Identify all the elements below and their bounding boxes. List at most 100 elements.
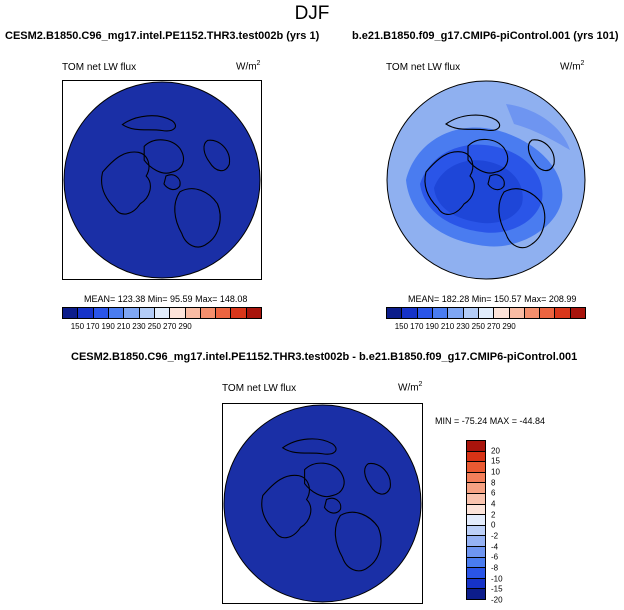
panel2-colorbar-segment (463, 308, 479, 318)
panel1-map (62, 80, 262, 280)
panel1-colorbar-segment (139, 308, 155, 318)
panel2-case-title: b.e21.B1850.f09_g17.CMIP6-piControl.001 … (352, 30, 619, 42)
diff-colorbar-tick-label: 2 (491, 510, 496, 520)
diff-colorbar-tick-label: 6 (491, 488, 496, 498)
panel1-coastline (174, 188, 221, 248)
panel1-variable-label: TOM net LW flux (62, 62, 137, 73)
panel2-stats: MEAN= 182.28 Min= 150.57 Max= 208.99 (408, 294, 577, 304)
panel1-colorbar-segment (108, 308, 125, 318)
diff-colorbar-tick-label: -8 (491, 563, 499, 573)
panel1-colorbar-segment (200, 308, 217, 318)
panel2-coastline (498, 188, 546, 249)
panel1-colorbar-segment (170, 308, 186, 318)
diff-colorbar-tick-label: -15 (491, 584, 503, 594)
diff-colorbar-segment (467, 525, 485, 537)
diff-colorbar (466, 440, 486, 600)
panel1-colorbar-tick-label: 170 (86, 322, 100, 331)
diff-coastline (261, 474, 312, 539)
panel1-colorbar-tick-label: 190 (101, 322, 115, 331)
panel1-colorbar-segment (231, 308, 247, 318)
panel1-colorbar-segment (185, 308, 201, 318)
panel1-coastline (101, 151, 151, 215)
panel1-coastline (163, 174, 181, 191)
panel2-colorbar-tick-label: 170 (410, 322, 424, 331)
panel2-variable-label: TOM net LW flux (386, 62, 461, 73)
panel1-colorbar-tick-label: 250 (147, 322, 161, 331)
panel2-coastline (467, 138, 509, 174)
diff-colorbar-tick-label: -6 (491, 552, 499, 562)
panel1-colorbar-segment (93, 308, 109, 318)
panel2-colorbar-segment (555, 308, 571, 318)
panel2-colorbar-tick-label: 150 (394, 322, 409, 331)
diff-colorbar-tick-label: -4 (491, 542, 499, 552)
panel1-colorbar-tick-label: 210 (116, 322, 131, 331)
panel2-colorbar-segment (494, 308, 510, 318)
panel2-boundary-circle (386, 80, 586, 280)
diff-colorbar-segment (467, 493, 485, 505)
diff-colorbar-segment (467, 472, 485, 484)
diff-variable-label: TOM net LW flux (222, 383, 297, 394)
diff-colorbar-segment (467, 568, 485, 579)
panel2-colorbar-tick-label: 290 (502, 322, 516, 331)
panel1-boundary-circle (63, 81, 261, 279)
panel2-colorbar-tick-label: 250 (471, 322, 485, 331)
diff-colorbar-segment (467, 441, 485, 452)
diff-colorbar-segment (467, 557, 485, 569)
panel2-coastline (445, 114, 501, 131)
panel1-coastline (121, 115, 176, 132)
diff-map (222, 403, 423, 604)
diff-coastline (364, 463, 391, 495)
panel1-colorbar-segment (78, 308, 94, 318)
diff-unit-label: W/m2 (398, 381, 423, 394)
diff-colorbar-tick-label: -20 (491, 595, 503, 605)
panel1-colorbar-segment (246, 308, 262, 318)
panel1-colorbar-tick-label: 150 (70, 322, 85, 331)
diff-boundary-circle (223, 404, 422, 603)
diff-colorbar-tick-label: -10 (491, 574, 503, 584)
panel2-colorbar-segment (387, 308, 403, 318)
panel2-map (386, 80, 586, 280)
diff-stats: MIN = -75.24 MAX = -44.84 (435, 416, 546, 426)
panel1-colorbar-segment (63, 308, 79, 318)
panel2-colorbar-tick-label: 270 (487, 322, 501, 331)
panel2-colorbar-segment (402, 308, 418, 318)
panel1-colorbar-segment (124, 308, 140, 318)
panel1-field (64, 82, 260, 278)
diff-colorbar-tick-label: 0 (491, 520, 496, 530)
panel2-colorbar-tick-label: 210 (440, 322, 455, 331)
diff-colorbar-segment (467, 483, 485, 494)
panel1-colorbar-segment (216, 308, 232, 318)
panel2-coastline (424, 151, 475, 215)
diff-colorbar-tick-label: 4 (491, 499, 496, 509)
panel2-colorbar-segment (448, 308, 464, 318)
diff-colorbar-tick-label: 15 (491, 456, 500, 466)
panel2-coastline (527, 139, 555, 172)
diff-colorbar-segment (467, 589, 485, 599)
panel2-colorbar (386, 307, 586, 319)
diff-colorbar-tick-label: 10 (491, 467, 500, 477)
panel1-colorbar-segment (154, 308, 171, 318)
panel2-colorbar-segment (524, 308, 541, 318)
panel1-unit-label: W/m2 (236, 60, 261, 73)
diff-coastline (281, 438, 337, 455)
panel1-coastline (203, 139, 230, 172)
figure-title: DJF (294, 3, 330, 24)
diff-map-svg (223, 404, 422, 603)
panel1-map-svg (63, 81, 261, 279)
diff-colorbar-segment (467, 504, 485, 516)
panel1-colorbar-tick-label: 270 (163, 322, 177, 331)
diff-case-title: CESM2.B1850.C96_mg17.intel.PE1152.THR3.t… (71, 351, 578, 363)
diff-colorbar-tick-label: 20 (491, 446, 500, 456)
diff-coastline (334, 511, 382, 572)
diff-colorbar-segment (467, 546, 485, 558)
panel2-colorbar-segment (478, 308, 495, 318)
diff-colorbar-tick-label: -2 (491, 531, 499, 541)
panel1-coastline (143, 139, 184, 174)
diff-colorbar-segment (467, 536, 485, 547)
diff-colorbar-segment (467, 451, 485, 463)
panel1-colorbar-tick-label: 290 (178, 322, 192, 331)
panel2-coastline (487, 174, 505, 191)
diff-colorbar-segment (467, 462, 485, 473)
diff-colorbar-segment (467, 578, 485, 590)
panel2-colorbar-segment (570, 308, 586, 318)
